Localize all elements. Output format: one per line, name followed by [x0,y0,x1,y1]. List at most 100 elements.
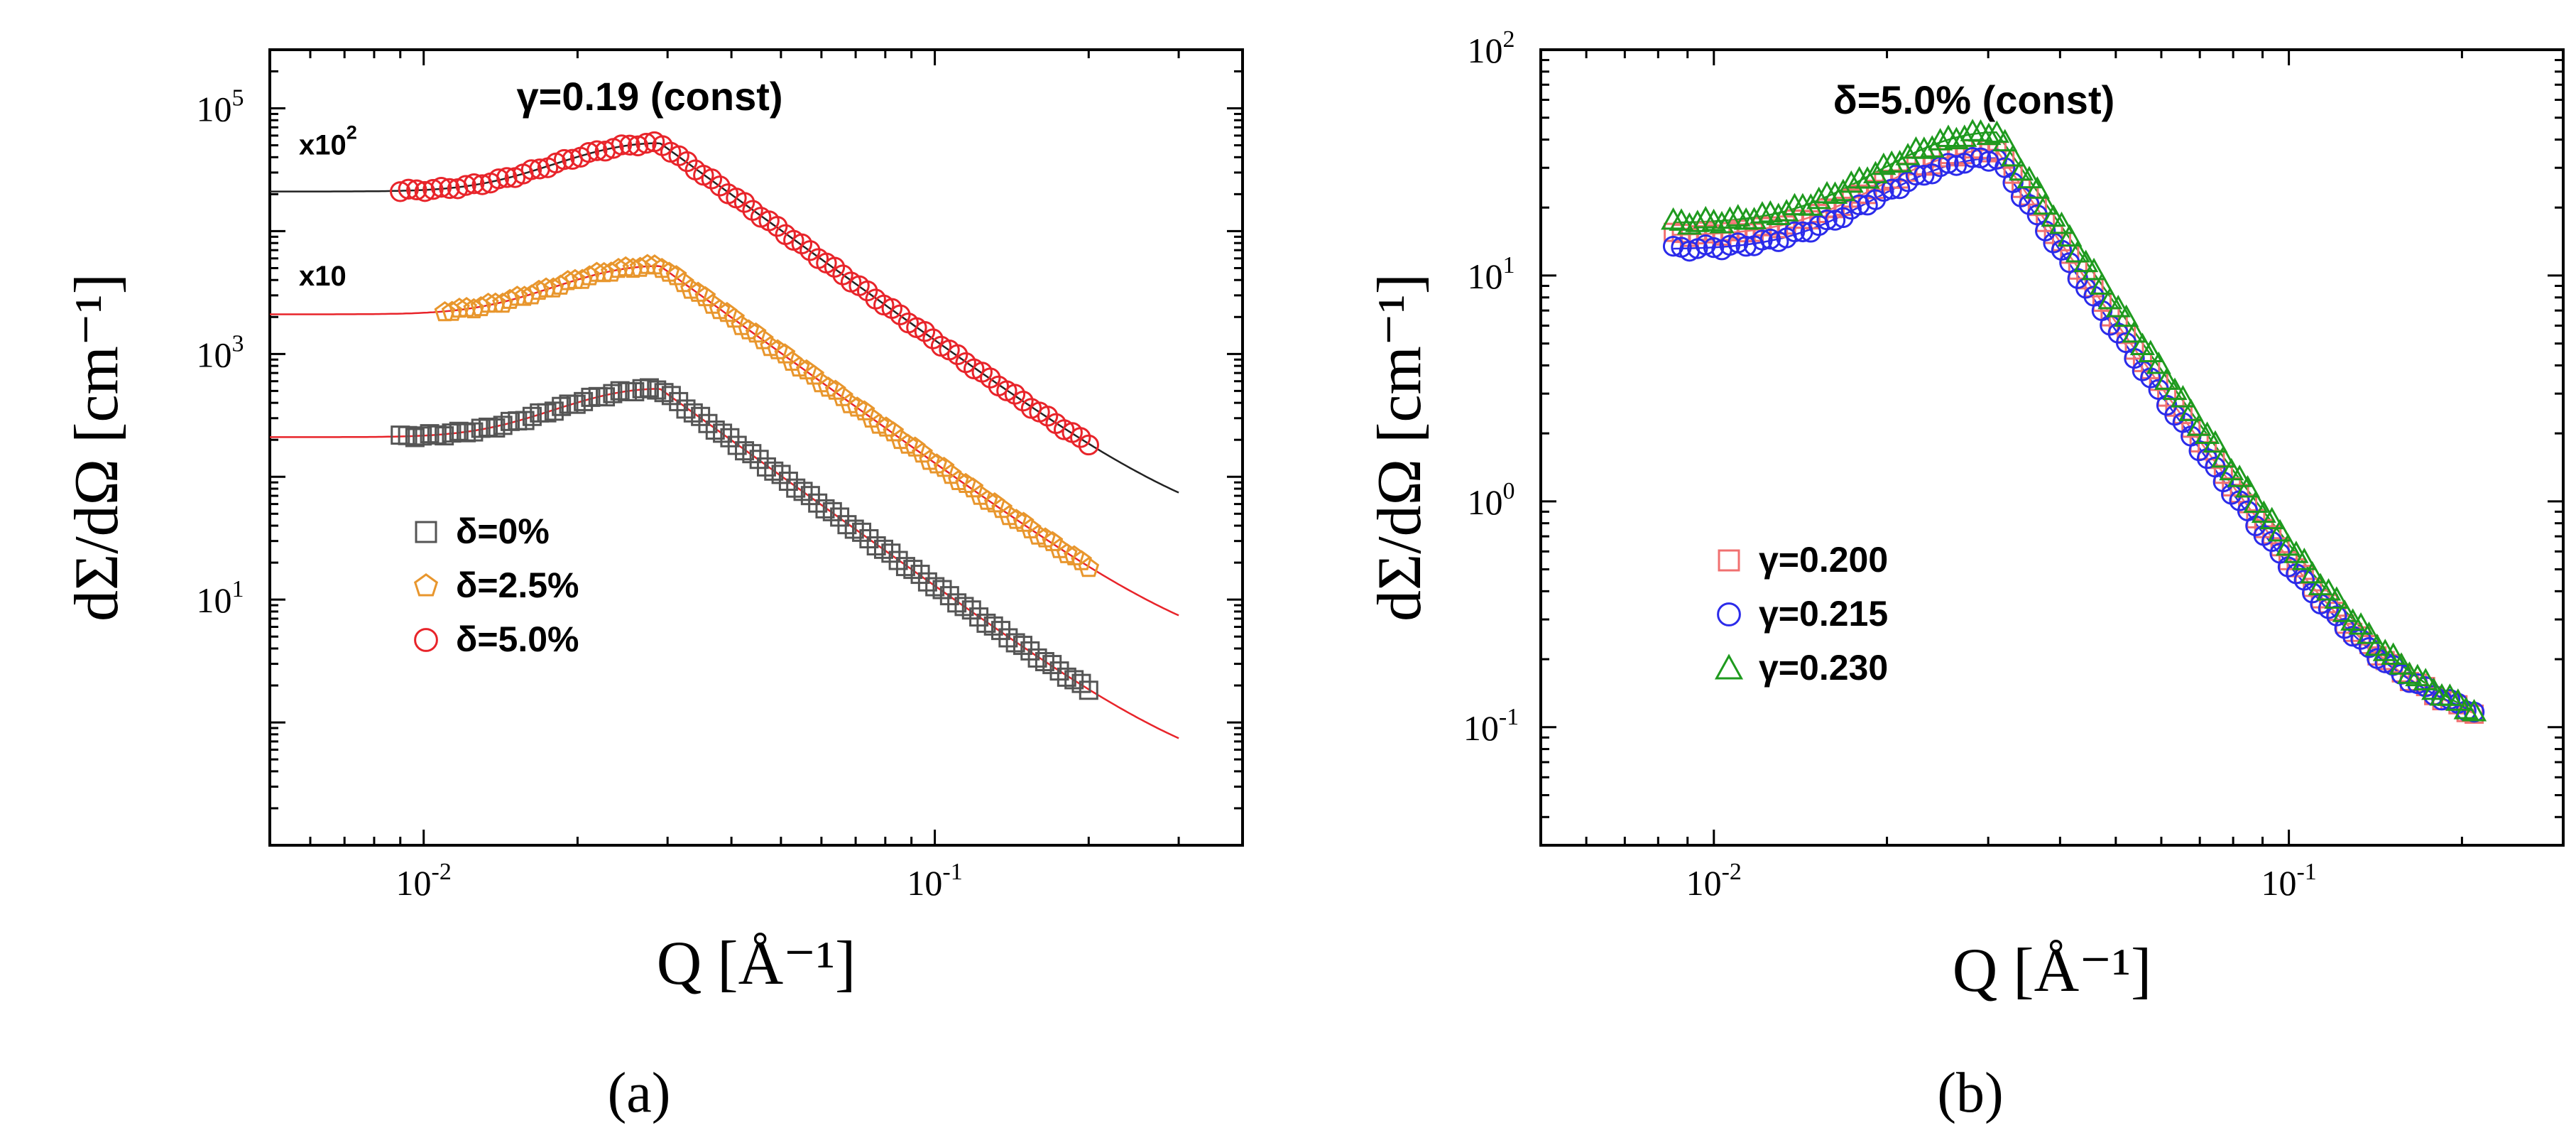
panel-b-legend-label: γ=0.230 [1759,648,1888,688]
panel-b-legend: γ=0.200 γ=0.215 γ=0.230 [1714,540,1888,688]
panel-a-data-point [434,300,456,322]
panel-b-x-tick-label: 10-2 [1686,859,1742,903]
panel-b-data-point [2162,377,2188,401]
panel-b-y-tick-label: 101 [1468,252,1515,296]
panel-b-data-point [2008,158,2034,181]
panel-b-y-tick-label: 10-1 [1463,704,1519,748]
panel-b-data-point [2122,320,2147,343]
panel-a-data-point [961,600,981,620]
panel-a-x-tick-label: 10-1 [907,859,962,903]
panel-b-data-point [2291,548,2317,570]
panel-a-data-point [552,396,572,416]
panel-a-tick-labels: 10-2 10-1 101 103 105 [197,85,963,903]
panel-b-data-point [2016,165,2042,189]
panel-b-x-axis-title: Q [Å⁻¹] [1953,936,2152,1005]
panel-a-data-point [939,586,959,606]
panel-a-data-point [852,522,872,542]
panel-a-data-point [441,300,463,321]
panel-a-legend-item: δ=2.5% [413,565,579,605]
panel-a-data-points [390,131,1100,700]
panel-a-data-point [946,344,968,366]
panel-a-legend-marker [414,628,438,652]
panel-b-data-point [1824,210,1846,231]
panel-a-data-point [983,616,1003,636]
panel-b-data-point [1914,165,1935,186]
panel-b-y-tick-label: 100 [1468,478,1515,522]
panel-b-data-point [1759,228,1781,250]
panel-a-data-point [537,403,557,423]
panel-a-data-point [611,134,633,156]
panel-b-data-point [2381,642,2406,665]
panel-a-data-point [764,461,784,481]
panel-a-legend-label: δ=2.5% [456,565,579,605]
panel-a-x-tick-label: 10-2 [396,859,452,903]
panel-b-data-point [1962,147,1983,168]
panel-a-data-point [486,418,506,438]
panel-b-legend-marker [1717,602,1741,626]
panel-b-data-point [1928,128,1953,151]
panel-a-data-point [676,399,696,419]
panel-b-data-point [2267,519,2293,542]
panel-a-x-axis-title: Q [Å⁻¹] [657,929,856,998]
panel-b-data-point [2348,612,2374,635]
panel-b-data-point [1992,129,2018,152]
panel-b-data-point [2462,698,2487,722]
panel-b-data-point [2389,652,2414,675]
panel-b-data-point [2358,637,2380,658]
panel-a-data-point [629,256,651,277]
panel-a-data-point [647,380,667,400]
panel-a-data-point [786,478,806,498]
panel-a-data-point [528,279,550,300]
panel-b-data-point [2026,204,2048,226]
panel-a-data-point [991,621,1011,641]
panel-b-x-axis-label: Q [Å⁻¹] [1953,936,2152,1005]
panel-a-y-tick-label: 105 [197,85,244,129]
panel-a-legend-label: δ=0% [456,511,550,551]
panel-a-data-point [661,386,681,406]
panel-b-data-point [1816,209,1838,231]
panel-a-data-point [449,421,469,441]
panel-a-data-point [557,270,579,291]
panel-a-data-point [566,394,586,414]
panel-a-x-axis-label: Q [Å⁻¹] [657,929,856,998]
panel-a-data-point [455,175,476,196]
panel-a-label: (a) [608,1062,671,1124]
panel-a-data-point [464,422,484,442]
panel-b-data-point [1952,124,1977,147]
panel-a-data-point [406,179,427,200]
panel-b-data-point [1936,124,1961,148]
panel-b-data-point [2234,474,2261,498]
panel-a-data-point [413,426,432,446]
panel-a-data-point [574,391,594,411]
panel-a-data-point [484,292,506,313]
panel-b-data-point [2453,696,2479,720]
panel-a-data-point [822,501,842,521]
panel-a-data-point [520,159,542,180]
panel-b-data-point [2332,599,2357,622]
panel-b-data-point [1822,181,1848,204]
panel-b-legend-label: γ=0.200 [1759,540,1888,580]
panel-b-data-point [2210,445,2236,468]
panel-b-label: (b) [1937,1062,2003,1124]
panel-a-data-point [903,560,923,580]
panel-b-data-point [2170,384,2195,408]
panel-b-data-point [1703,237,1725,259]
panel-b-title: δ=5.0% (const) [1833,77,2115,122]
panel-a-data-point [625,381,645,401]
panel-b-data-point [1717,206,1742,229]
panel-b-data-point [1984,120,2009,143]
panel-a-data-point [619,134,640,156]
panel-a-legend-item: δ=5.0% [414,619,579,659]
panel-a-data-point [578,141,599,163]
panel-b-data-point [2105,295,2131,318]
panel-b-data-point [2048,211,2075,234]
panel-b-data-point [2203,430,2228,453]
panel-a-annotations: x102 x10 [299,121,357,292]
panel-a-data-point [713,423,733,443]
panel-b-data-point [2033,192,2058,215]
panel-b-data-point [2057,224,2083,247]
panel-a-data-point [873,539,893,559]
panel-b-data-point [1709,210,1735,234]
panel-a-data-point [398,425,417,445]
